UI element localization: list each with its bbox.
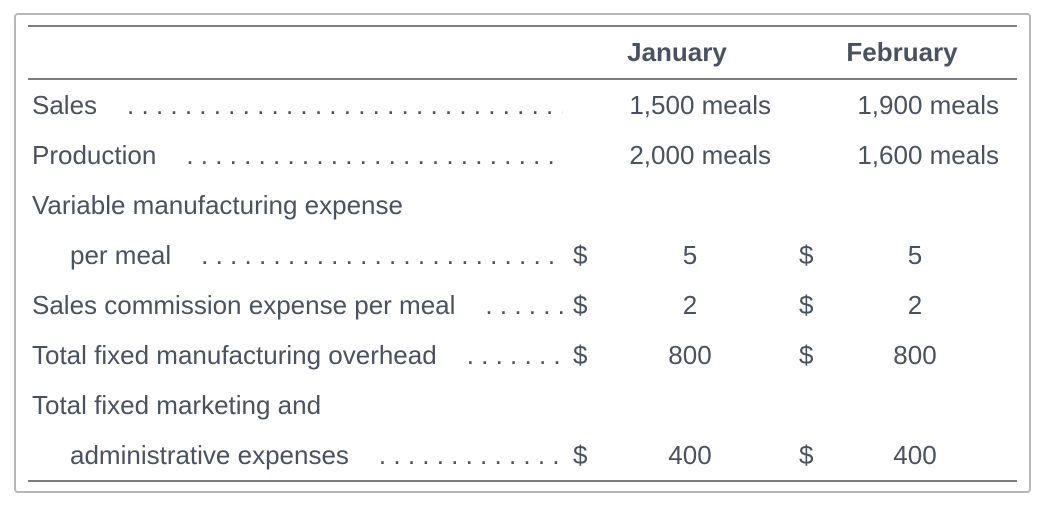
- row-label-cell: administrative expenses . . . . . . . . …: [32, 440, 573, 471]
- row-label: Total fixed marketing and: [32, 389, 322, 420]
- row-label: per meal: [70, 239, 172, 270]
- dollar-sign: $: [573, 289, 588, 320]
- column-header-january: January: [627, 37, 727, 67]
- february-value: 1,600 meals: [857, 139, 999, 170]
- february-value: 1,900 meals: [857, 89, 999, 120]
- dollar-sign: $: [573, 339, 588, 370]
- february-value: 2: [907, 289, 923, 320]
- january-cell: $ 800: [573, 340, 781, 371]
- row-label: Sales: [32, 89, 98, 120]
- february-cell: $ 400: [799, 440, 1005, 471]
- row-label: Total fixed manufacturing overhead: [32, 339, 437, 370]
- table-row: Production . . . . . . . . . . . . . . .…: [28, 130, 1017, 180]
- row-label-cell: per meal . . . . . . . . . . . . . . . .…: [32, 240, 573, 271]
- row-label-cell: Total fixed marketing and: [32, 390, 1005, 421]
- row-label: Variable manufacturing expense: [32, 189, 403, 220]
- january-value: 2: [682, 289, 698, 320]
- february-cell: $ 800: [799, 340, 1005, 371]
- table-rule-bottom: [28, 480, 1017, 482]
- table-rule-under-header: [28, 78, 1017, 80]
- january-value: 5: [682, 239, 698, 270]
- february-value: 800: [893, 339, 937, 370]
- row-label-cell: Production . . . . . . . . . . . . . . .…: [32, 140, 573, 171]
- table-row: Total fixed marketing and: [28, 380, 1017, 430]
- january-value: 400: [668, 439, 712, 470]
- row-label: Sales commission expense per meal: [32, 289, 456, 320]
- dollar-sign: $: [799, 239, 814, 270]
- january-value: 1,500 meals: [629, 89, 771, 120]
- table-row: Variable manufacturing expense: [28, 180, 1017, 230]
- dollar-sign: $: [799, 289, 814, 320]
- february-value: 5: [907, 239, 923, 270]
- january-cell: $ 400: [573, 440, 781, 471]
- table-header-row: January February: [28, 27, 1017, 78]
- dollar-sign: $: [799, 339, 814, 370]
- dollar-sign: $: [573, 439, 588, 470]
- february-cell: $ 5: [799, 240, 1005, 271]
- table-row: Sales . . . . . . . . . . . . . . . . . …: [28, 80, 1017, 130]
- row-label-cell: Variable manufacturing expense: [32, 190, 1005, 221]
- table-row: per meal . . . . . . . . . . . . . . . .…: [28, 230, 1017, 280]
- january-cell: $ 5: [573, 240, 781, 271]
- dot-leader: . . . . . . . . . . . . . . . . . . . . …: [378, 439, 563, 470]
- dot-leader: . . . . . . . . . . . . . . . . . . . . …: [127, 89, 563, 120]
- february-cell: $ 2: [799, 290, 1005, 321]
- table-row: Sales commission expense per meal . . . …: [28, 280, 1017, 330]
- row-label-cell: Sales . . . . . . . . . . . . . . . . . …: [32, 90, 573, 121]
- column-header-february: February: [846, 37, 958, 67]
- dollar-sign: $: [573, 239, 588, 270]
- table-card: January February Sales . . . . . . . . .…: [14, 13, 1031, 493]
- table-rule-top: [28, 25, 1017, 27]
- dot-leader: . . . . . . . . . . . . . . . . . . . . …: [466, 339, 563, 370]
- dot-leader: . . . . . . . . . . . . . . . . . . . . …: [186, 139, 563, 170]
- dollar-sign: $: [799, 439, 814, 470]
- dot-leader: . . . . . . . . . . . . . . . . . . . . …: [201, 239, 563, 270]
- february-value: 400: [893, 439, 937, 470]
- row-label-cell: Total fixed manufacturing overhead . . .…: [32, 340, 573, 371]
- row-label: Production: [32, 139, 157, 170]
- row-label-cell: Sales commission expense per meal . . . …: [32, 290, 573, 321]
- january-cell: $ 2: [573, 290, 781, 321]
- january-value: 800: [668, 339, 712, 370]
- table-row: Total fixed manufacturing overhead . . .…: [28, 330, 1017, 380]
- table-row: administrative expenses . . . . . . . . …: [28, 430, 1017, 480]
- dot-leader: . . . . . . . . . . . . . . . . . . . . …: [485, 289, 563, 320]
- january-value: 2,000 meals: [629, 139, 771, 170]
- row-label: administrative expenses: [70, 439, 349, 470]
